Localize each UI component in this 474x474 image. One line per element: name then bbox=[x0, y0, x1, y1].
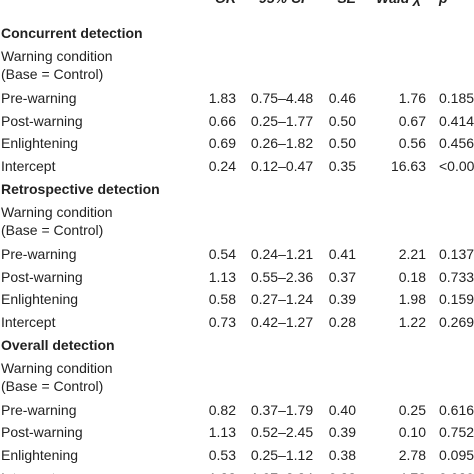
column-header: SE bbox=[337, 0, 356, 7]
cell: 0.137 bbox=[439, 245, 474, 262]
row-label: Intercept bbox=[1, 158, 56, 175]
column-header: OR bbox=[215, 0, 236, 7]
row-label: Intercept bbox=[1, 469, 55, 474]
row-label: Post-warning bbox=[1, 268, 83, 285]
row-label: Pre-warning bbox=[1, 90, 77, 106]
column-header: p bbox=[439, 0, 448, 7]
cell: 0.39 bbox=[328, 291, 356, 308]
cell: 0.616 bbox=[439, 401, 474, 418]
cell: 1.13 bbox=[208, 424, 236, 441]
group-label: (Base = Control) bbox=[1, 377, 104, 394]
cell: 0.69 bbox=[208, 135, 236, 152]
cell: 2.21 bbox=[398, 245, 426, 262]
row-label: Pre-warning bbox=[1, 401, 77, 418]
row-label: Enlightening bbox=[1, 135, 79, 152]
cell: 4.73 bbox=[399, 469, 426, 474]
cell: 0.28 bbox=[328, 313, 356, 330]
group-label: (Base = Control) bbox=[1, 66, 104, 82]
cell: 0.50 bbox=[328, 135, 356, 152]
cell: 0.752 bbox=[439, 424, 474, 441]
cell: 0.37–1.79 bbox=[250, 401, 314, 418]
cell: 2.78 bbox=[398, 447, 426, 463]
cell: 0.42–1.27 bbox=[250, 313, 314, 330]
section-title: Retrospective detection bbox=[1, 180, 160, 197]
cell: <0.001 bbox=[439, 158, 474, 175]
row-label: Post-warning bbox=[1, 112, 83, 129]
cell: 0.50 bbox=[328, 112, 356, 129]
cell: 0.41 bbox=[328, 245, 356, 262]
cell: 0.269 bbox=[439, 313, 474, 330]
row-label: Post-warning bbox=[1, 424, 83, 441]
cell: 0.27–1.24 bbox=[250, 291, 314, 308]
cell: 0.456 bbox=[439, 135, 474, 152]
cell: 0.185 bbox=[439, 90, 474, 106]
cell: 0.67 bbox=[398, 112, 426, 129]
cell: 0.26–1.82 bbox=[250, 135, 314, 152]
row-label: Enlightening bbox=[1, 291, 79, 308]
cell: 0.24 bbox=[208, 158, 236, 175]
cell: 16.63 bbox=[390, 158, 426, 175]
cell: 0.46 bbox=[328, 90, 356, 106]
cell: 0.56 bbox=[398, 135, 426, 152]
cell: 0.25–1.12 bbox=[250, 447, 314, 463]
cell: 0.53 bbox=[208, 447, 236, 463]
cell: 0.12–0.47 bbox=[250, 158, 314, 175]
group-label: Warning condition bbox=[1, 359, 113, 376]
cell: 1.76 bbox=[398, 90, 426, 106]
cell: 0.40 bbox=[328, 401, 356, 418]
cell: 0.733 bbox=[439, 268, 474, 285]
cell: 0.414 bbox=[439, 112, 474, 129]
cell: 1.98 bbox=[398, 291, 426, 308]
cell: 0.24–1.21 bbox=[250, 245, 314, 262]
cell: 0.28 bbox=[329, 469, 356, 474]
cell: 0.66 bbox=[208, 112, 236, 129]
cell: 0.75–4.48 bbox=[250, 90, 314, 106]
cell: 0.159 bbox=[439, 291, 474, 308]
row-label: Pre-warning bbox=[1, 245, 77, 262]
cell: 0.73 bbox=[208, 313, 236, 330]
cell: 0.10 bbox=[398, 424, 426, 441]
cell: 0.37 bbox=[328, 268, 356, 285]
cell: 1.13 bbox=[208, 268, 236, 285]
cell: 1.83 bbox=[208, 90, 236, 106]
cell: 1.88 bbox=[209, 469, 236, 474]
cell: 0.55–2.36 bbox=[250, 268, 314, 285]
row-label: Intercept bbox=[1, 313, 56, 330]
cell: 0.18 bbox=[398, 268, 426, 285]
cell: 0.25–1.77 bbox=[250, 112, 314, 129]
cell: 0.029 bbox=[439, 469, 474, 474]
cell: 0.25 bbox=[398, 401, 426, 418]
cell: 0.38 bbox=[328, 447, 356, 463]
cell: 0.82 bbox=[208, 401, 236, 418]
group-label: Warning condition bbox=[1, 203, 113, 220]
section-title: Concurrent detection bbox=[1, 25, 143, 41]
section-title: Overall detection bbox=[1, 336, 115, 353]
cell: 1.22 bbox=[398, 313, 426, 330]
group-label: (Base = Control) bbox=[1, 221, 104, 238]
cell: 0.39 bbox=[328, 424, 356, 441]
cell: 0.35 bbox=[328, 158, 356, 175]
row-label: Enlightening bbox=[1, 447, 79, 463]
column-header: 95% CI bbox=[232, 0, 332, 7]
cell: 0.54 bbox=[208, 245, 236, 262]
cell: 0.095 bbox=[439, 447, 474, 463]
cell: 0.58 bbox=[208, 291, 236, 308]
cell: 0.52–2.45 bbox=[250, 424, 314, 441]
cell: 1.07–3.34 bbox=[232, 469, 332, 474]
column-header: Wald χ² bbox=[376, 0, 426, 7]
group-label: Warning condition bbox=[1, 48, 113, 64]
